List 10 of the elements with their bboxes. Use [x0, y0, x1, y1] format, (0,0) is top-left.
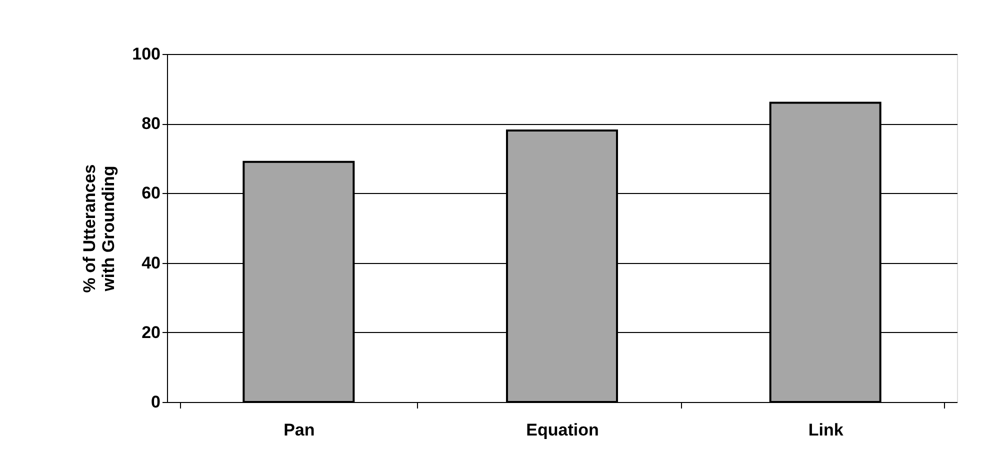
y-tick-label: 100 [132, 44, 160, 64]
x-tick-label: Pan [284, 420, 315, 440]
x-tick-label: Link [808, 420, 844, 440]
y-tick-label: 80 [142, 114, 160, 134]
y-tick-label: 0 [151, 392, 160, 412]
y-tick-label: 20 [142, 322, 160, 342]
y-tick-label: 60 [142, 184, 160, 203]
y-axis-title: % of Utterances with Grounding [80, 164, 118, 293]
y-tick-label: 40 [142, 253, 160, 272]
x-tick-label: Equation [526, 420, 599, 440]
